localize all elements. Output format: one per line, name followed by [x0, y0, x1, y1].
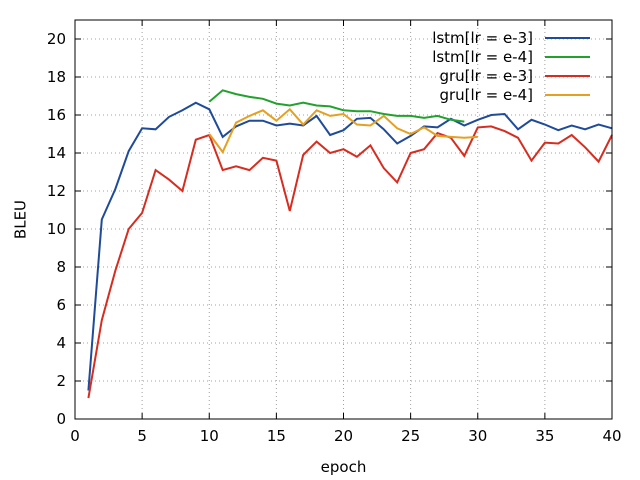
y-tick-label: 18 [47, 68, 66, 86]
y-tick-label: 0 [56, 410, 66, 428]
legend-label: lstm[lr = e-3] [432, 29, 533, 47]
legend-label: lstm[lr = e-4] [432, 48, 533, 66]
x-tick-label: 20 [334, 427, 353, 445]
axis-ticks: 0 2 4 6 8 10 12 14 16 18 20 0 5 10 15 20 25 30 35 40 [47, 20, 622, 445]
series-line-3 [208, 107, 478, 154]
x-tick-label: 40 [602, 427, 621, 445]
x-tick-label: 35 [535, 427, 554, 445]
y-tick-label: 6 [56, 296, 66, 314]
x-tick-label: 5 [137, 427, 147, 445]
x-axis-label: epoch [321, 458, 367, 476]
legend-label: gru[lr = e-3] [439, 67, 533, 85]
series-line-2 [87, 125, 613, 399]
legend-label: gru[lr = e-4] [439, 86, 533, 104]
y-tick-label: 4 [56, 334, 66, 352]
y-tick-label: 12 [47, 182, 66, 200]
x-tick-label: 15 [267, 427, 286, 445]
y-tick-label: 8 [56, 258, 66, 276]
x-tick-label: 10 [200, 427, 219, 445]
y-tick-label: 20 [47, 30, 66, 48]
y-tick-label: 10 [47, 220, 66, 238]
x-tick-label: 25 [401, 427, 420, 445]
series-line-0 [87, 101, 613, 391]
series-lines [87, 89, 613, 399]
y-axis-label: BLEU [11, 200, 29, 239]
x-tick-label: 30 [468, 427, 487, 445]
x-tick-label: 0 [70, 427, 80, 445]
y-tick-label: 16 [47, 106, 66, 124]
y-tick-label: 2 [56, 372, 66, 390]
series-line-1 [208, 89, 465, 123]
y-tick-label: 14 [47, 144, 66, 162]
legend: lstm[lr = e-3]lstm[lr = e-4]gru[lr = e-3… [432, 29, 590, 104]
